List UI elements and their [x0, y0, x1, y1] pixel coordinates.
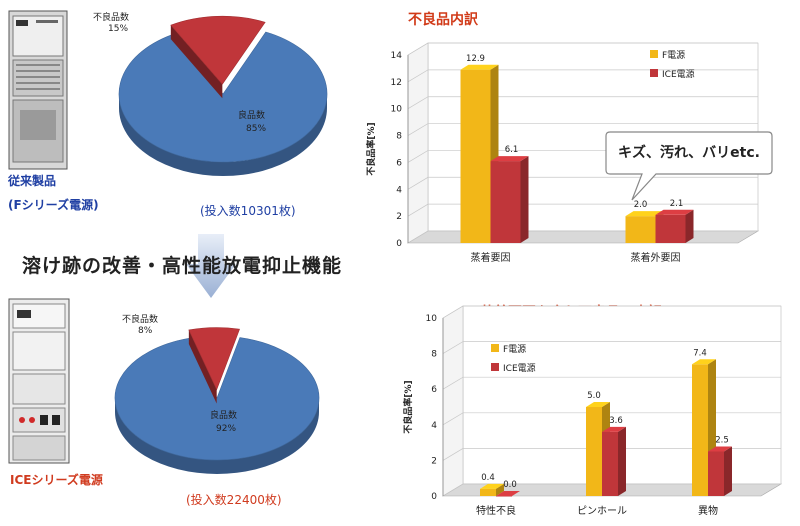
bar-bottom-g-ytick: 0: [431, 492, 437, 502]
bar-top-g-value-label: 2.0: [634, 200, 648, 210]
bar-bottom-g-value-label: 0.4: [481, 473, 495, 483]
bar-top-g-bar-0-0: [460, 69, 491, 243]
bar-top-g-ytick: 0: [396, 239, 402, 249]
bar-bottom-g-value-label: 0.0: [503, 480, 517, 490]
bar-bottom-g-bar-1-0: [496, 496, 512, 497]
pie-top-g-slice-1: [170, 15, 266, 85]
bar-top-g-bar-1-1: [655, 214, 686, 243]
pie-bottom-g-slice-1: [188, 327, 240, 391]
bar-bottom-g-value-label: 7.4: [693, 348, 707, 358]
bar-top-g-gridline: [407, 123, 758, 136]
bar-top-g-ylabel: 不良品率[%]: [365, 122, 377, 175]
pie-bottom-caption: (投入数22400枚): [186, 493, 282, 507]
bar-bottom-g-gridline: [442, 448, 781, 461]
improvement-banner: 溶け跡の改善・高性能放電抑止機能: [22, 255, 343, 277]
bar-bottom-g-gridline: [442, 412, 781, 426]
pie-bottom-good-label: 良品数: [210, 411, 238, 421]
bar-bottom-g-legend-swatch: [491, 363, 499, 371]
bar-top-g-gridline: [407, 96, 758, 110]
bar-top-g-bar-0-1: [625, 216, 656, 243]
bar-bottom-g-gridline: [442, 376, 781, 390]
bar-bottom-g-ytick: 10: [426, 314, 438, 324]
pie-top-caption: (投入数10301枚): [200, 204, 296, 218]
bottom-product-name: ICEシリーズ電源: [10, 473, 103, 487]
bar-bottom-g-legend-swatch: [491, 344, 499, 352]
bar-top-g-legend-label: F電源: [662, 50, 685, 61]
pie-bottom-defect-label: 不良品数: [122, 315, 159, 325]
bar-bottom-g-value-label: 2.5: [715, 436, 729, 446]
pie-top: [118, 15, 328, 176]
pie-bottom: [114, 327, 320, 474]
bar-top-g-value-label: 12.9: [466, 54, 485, 64]
top-product-series: (Fシリーズ電源): [8, 198, 99, 212]
bar-bottom-g-gridline: [442, 341, 781, 354]
pie-bottom-g-slice-0-side: [115, 398, 319, 474]
bar-top-g-gridline: [407, 42, 758, 56]
bar-bottom-g-gridline: [442, 305, 781, 319]
bar-top-g-legend-swatch: [650, 50, 658, 58]
bar-bottom-g-value-label: 3.6: [609, 416, 623, 426]
bar-bottom-g-bar-0-1: [586, 407, 602, 496]
bar-bottom-g-ytick: 6: [431, 385, 437, 395]
bar-top-g-bar-1-0: [490, 161, 521, 243]
bar-bottom-g-category-label: ピンホール: [577, 505, 627, 517]
bar-top-g-value-label: 6.1: [505, 145, 519, 155]
bar-bottom-g-legend-label: F電源: [503, 344, 526, 355]
bar-bottom-g-bar-0-2: [692, 364, 708, 496]
bar-bottom-g-ylabel: 不良品率[%]: [402, 380, 414, 433]
pie-top-good-label: 良品数: [238, 111, 266, 121]
pie-bottom-defect-value: 8%: [138, 326, 153, 336]
bar-top-g-value-label: 2.1: [670, 199, 684, 209]
callout-text: キズ、汚れ、バリetc.: [618, 145, 760, 161]
bar-top-g-ytick: 8: [396, 132, 402, 142]
top-product-name: 従来製品: [8, 174, 57, 188]
bar-bottom-g-category-label: 異物: [698, 504, 718, 517]
ice-series-power-supply-image: [8, 298, 70, 464]
callout-box: キズ、汚れ、バリetc.: [604, 130, 774, 201]
pie-top-g-slice-0-side: [119, 94, 327, 176]
bar-top-g-ytick: 2: [396, 212, 402, 222]
bar-bottom-g-legend-label: ICE電源: [503, 363, 536, 374]
bar-top-g-ytick: 12: [391, 78, 402, 88]
bar-bottom-g-bar-1-1: [602, 431, 618, 496]
bar-bottom-g-value-label: 5.0: [587, 391, 601, 401]
bar-top-g-category-label: 蒸着要因: [471, 251, 511, 264]
bar-bottom: 0 2 4 6 8 10 不良品率[%] 0.4 0.0 特性不良 5.0 3.6 ピンホール 7.4 2.…: [402, 305, 783, 517]
bar-top-g-gridline: [407, 203, 758, 217]
process-arrow: [186, 234, 236, 304]
pie-top-defect-value: 15%: [108, 24, 129, 34]
bar-top-g-legend-label: ICE電源: [662, 69, 695, 80]
bar-top-g-legend-swatch: [650, 69, 658, 77]
pie-top-defect-label: 不良品数: [93, 13, 130, 23]
bar-top-title: 不良品内訳: [408, 12, 478, 28]
bar-top-g-ytick: 6: [396, 158, 402, 168]
f-series-power-supply-image: [8, 10, 68, 170]
pie-top-g-slice-0: [118, 31, 328, 163]
bar-bottom-g-bar-1-2: [708, 451, 724, 496]
pie-bottom-good-value: 92%: [216, 424, 237, 434]
bar-top-g-ytick: 14: [391, 51, 403, 61]
bar-bottom-g-gridline: [442, 483, 781, 497]
bar-top-g-gridline: [407, 69, 758, 83]
bar-bottom-g-bar-0-0: [480, 488, 496, 496]
bar-bottom-g-ytick: 8: [431, 350, 437, 360]
pie-bottom-g-slice-0: [114, 337, 320, 461]
bar-top-g-ytick: 4: [396, 185, 402, 195]
pie-top-good-value: 85%: [246, 124, 267, 134]
bar-top-g-ytick: 10: [391, 105, 403, 115]
bar-top: 0 2 4 6 8 10 12 14 不良品率[%] 12.9 6.1 蒸着要因 2.0 2.1 蒸着外要因…: [365, 42, 760, 264]
bar-top-g-category-label: 蒸着外要因: [631, 251, 681, 264]
bar-bottom-g-ytick: 2: [431, 456, 437, 466]
bar-bottom-g-category-label: 特性不良: [476, 504, 516, 517]
bar-bottom-g-ytick: 4: [431, 421, 437, 431]
